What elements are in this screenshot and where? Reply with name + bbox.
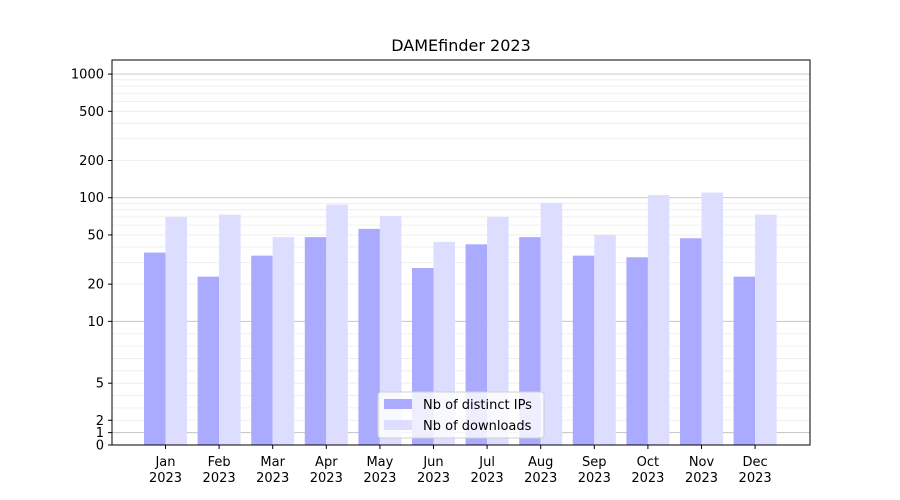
x-tick-label-month: May (366, 455, 393, 470)
x-tick-label-year: 2023 (417, 471, 450, 486)
legend: Nb of distinct IPs Nb of downloads (377, 391, 545, 439)
bar-downloads-aug (540, 202, 563, 445)
x-tick-label-year: 2023 (685, 471, 718, 486)
plot-frame (111, 59, 811, 446)
x-tick-label-month: Feb (208, 455, 231, 470)
x-tick-label-year: 2023 (739, 471, 772, 486)
x-tick-label-month: Jul (478, 455, 495, 470)
x-tick-label-month: Aug (528, 455, 553, 470)
legend-box (377, 391, 545, 439)
bar-layer (144, 192, 777, 445)
bar-downloads-apr (326, 204, 348, 445)
bar-downloads-nov (701, 192, 723, 445)
bar-distinct-ips-mar (251, 255, 273, 445)
x-tick-label-month: Sep (582, 455, 607, 470)
y-tick-label: 2 (96, 414, 104, 429)
x-tick-label-month: Jan (154, 455, 175, 470)
legend-swatch (384, 399, 412, 409)
y-tick-label: 50 (87, 228, 104, 243)
y-tick-label: 10 (87, 315, 104, 330)
x-tick-label-year: 2023 (256, 471, 289, 486)
bar-downloads-sep (594, 234, 616, 445)
y-tick-label: 1000 (71, 68, 104, 83)
bar-distinct-ips-jan (144, 252, 166, 445)
chart-title: DAMEfinder 2023 (391, 36, 531, 55)
x-tick-label-year: 2023 (203, 471, 236, 486)
bar-downloads-may (379, 216, 402, 445)
y-tick-label: 500 (79, 105, 104, 120)
bar-downloads-jul (487, 216, 509, 445)
bar-distinct-ips-dec (733, 276, 756, 445)
x-tick-label-month: Jun (422, 455, 443, 470)
bar-downloads-dec (755, 214, 777, 445)
bar-downloads-oct (647, 195, 670, 445)
y-tick-label: 20 (87, 278, 104, 293)
y-tick-label: 100 (79, 191, 104, 206)
x-tick-label-year: 2023 (631, 471, 664, 486)
x-tick-label-month: Nov (689, 455, 715, 470)
legend-swatch (384, 420, 412, 430)
legend-label: Nb of distinct IPs (423, 398, 532, 413)
bar-distinct-ips-may (358, 228, 380, 445)
x-tick-label-year: 2023 (310, 471, 343, 486)
y-axis: 012 5 10 20 50 100 200 500 1000 (71, 68, 112, 454)
x-tick-label-year: 2023 (149, 471, 182, 486)
bar-downloads-mar (272, 237, 295, 445)
y-tick-label: 200 (79, 154, 104, 169)
legend-label: Nb of downloads (423, 419, 532, 434)
x-tick-label-year: 2023 (363, 471, 396, 486)
bar-downloads-feb (219, 214, 241, 445)
y-tick-label: 0 (96, 439, 104, 454)
x-tick-label-year: 2023 (578, 471, 611, 486)
bar-distinct-ips-apr (304, 237, 327, 445)
bar-downloads-jan (165, 216, 187, 445)
bar-distinct-ips-nov (680, 238, 702, 445)
bar-distinct-ips-oct (626, 257, 648, 445)
y-tick-label: 5 (96, 377, 104, 392)
x-tick-label-month: Mar (260, 455, 285, 470)
x-tick-label-month: Dec (743, 455, 768, 470)
x-tick-label-year: 2023 (471, 471, 504, 486)
x-tick-label-year: 2023 (524, 471, 557, 486)
bar-distinct-ips-feb (197, 276, 220, 445)
x-tick-label-month: Oct (637, 455, 659, 470)
x-tick-label-month: Apr (315, 455, 338, 470)
x-axis: Jan2023Feb2023Mar2023Apr2023May2023Jun20… (149, 445, 772, 486)
y-tick-label: 1 (96, 426, 104, 441)
bar-distinct-ips-sep (572, 255, 595, 445)
